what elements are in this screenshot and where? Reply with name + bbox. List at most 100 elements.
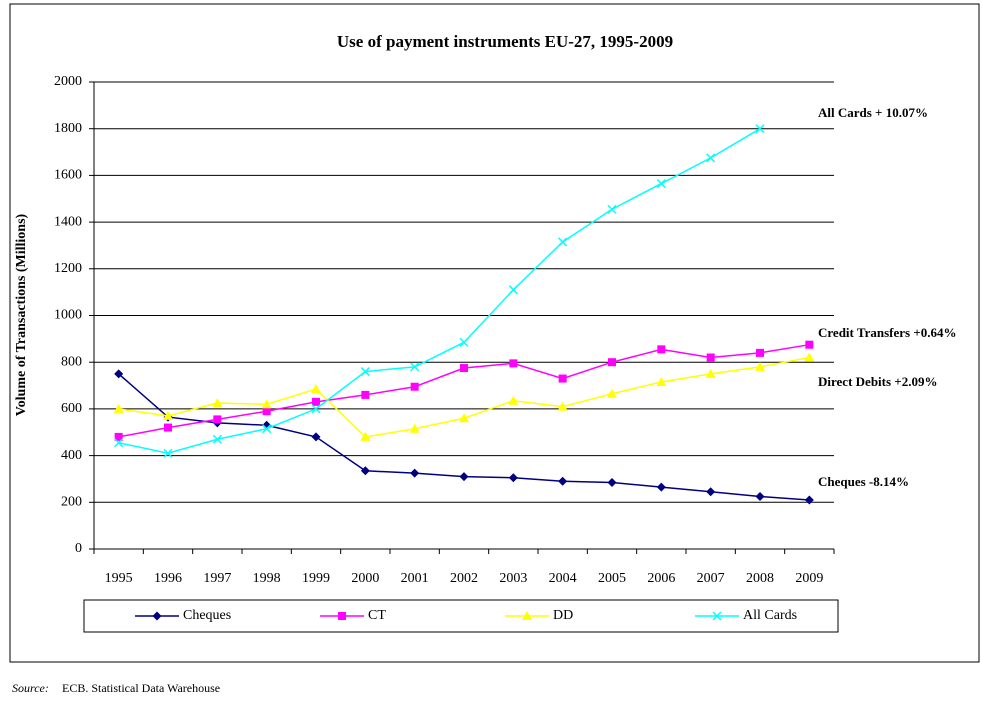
x-tick-label: 2007 bbox=[697, 571, 725, 586]
marker bbox=[262, 424, 272, 434]
legend-marker bbox=[152, 611, 162, 621]
y-tick-label: 600 bbox=[61, 401, 82, 416]
marker bbox=[805, 340, 814, 349]
y-tick-label: 1800 bbox=[54, 121, 82, 136]
annotation: All Cards + 10.07% bbox=[818, 105, 928, 120]
marker bbox=[459, 337, 469, 347]
marker bbox=[706, 353, 715, 362]
y-tick-label: 1600 bbox=[54, 168, 82, 183]
annotation: Direct Debits +2.09% bbox=[818, 374, 937, 389]
marker bbox=[163, 448, 173, 458]
legend-box bbox=[83, 599, 839, 633]
chart-title: Use of payment instruments EU-27, 1995-2… bbox=[337, 32, 673, 51]
marker bbox=[311, 384, 321, 394]
marker bbox=[558, 374, 567, 383]
marker bbox=[460, 364, 468, 373]
marker bbox=[164, 423, 172, 432]
marker bbox=[706, 153, 716, 163]
marker bbox=[410, 362, 420, 372]
marker bbox=[607, 477, 617, 487]
x-tick-label: 1997 bbox=[203, 571, 231, 586]
marker bbox=[212, 434, 222, 444]
x-tick-label: 2006 bbox=[647, 571, 675, 586]
marker bbox=[312, 397, 320, 406]
marker bbox=[607, 388, 617, 398]
marker bbox=[755, 491, 765, 501]
marker bbox=[114, 438, 124, 448]
marker bbox=[114, 432, 123, 441]
legend-marker bbox=[522, 611, 532, 620]
marker bbox=[459, 472, 469, 482]
marker bbox=[410, 468, 420, 478]
marker bbox=[212, 398, 223, 408]
series-line bbox=[118, 128, 761, 455]
marker bbox=[755, 124, 765, 134]
marker bbox=[114, 369, 124, 379]
legend-label: CT bbox=[368, 608, 386, 623]
marker bbox=[558, 476, 568, 486]
x-tick-label: 1996 bbox=[154, 571, 182, 586]
marker bbox=[557, 401, 568, 411]
marker bbox=[113, 403, 124, 413]
x-tick-label: 2003 bbox=[499, 571, 527, 586]
marker bbox=[459, 413, 469, 423]
source-text: ECB. Statistical Data Warehouse bbox=[62, 681, 220, 695]
marker bbox=[311, 432, 321, 442]
y-tick-label: 1000 bbox=[54, 308, 82, 323]
legend-label: All Cards bbox=[743, 608, 797, 623]
marker bbox=[261, 399, 272, 409]
marker bbox=[360, 466, 370, 476]
y-axis-label: Volume of Transactions (Millions) bbox=[14, 213, 29, 416]
marker bbox=[756, 348, 764, 357]
marker bbox=[508, 473, 518, 483]
marker bbox=[705, 368, 716, 378]
marker bbox=[558, 237, 568, 247]
legend-label: Cheques bbox=[183, 608, 231, 623]
x-tick-label: 1998 bbox=[253, 571, 281, 586]
y-tick-label: 400 bbox=[61, 448, 82, 463]
marker bbox=[656, 179, 666, 189]
annotation: Credit Transfers +0.64% bbox=[818, 325, 956, 340]
marker bbox=[360, 367, 370, 377]
marker bbox=[163, 410, 173, 420]
marker bbox=[755, 361, 765, 371]
marker bbox=[508, 395, 519, 405]
marker bbox=[361, 390, 370, 399]
legend-marker bbox=[338, 612, 346, 620]
marker bbox=[656, 482, 666, 492]
x-tick-label: 1995 bbox=[105, 571, 133, 586]
marker bbox=[409, 423, 420, 433]
x-tick-label: 2001 bbox=[401, 571, 429, 586]
x-tick-label: 1999 bbox=[302, 571, 330, 586]
y-tick-label: 200 bbox=[61, 495, 82, 510]
legend-marker bbox=[712, 611, 722, 621]
marker bbox=[311, 404, 321, 414]
y-tick-label: 1200 bbox=[54, 261, 82, 276]
marker bbox=[213, 415, 222, 424]
x-tick-label: 2000 bbox=[351, 571, 379, 586]
x-tick-label: 2005 bbox=[598, 571, 626, 586]
y-tick-label: 800 bbox=[61, 354, 82, 369]
marker bbox=[657, 345, 666, 354]
marker bbox=[804, 352, 815, 362]
marker bbox=[656, 377, 667, 387]
y-tick-label: 1400 bbox=[54, 214, 82, 229]
x-tick-label: 2004 bbox=[549, 571, 577, 586]
marker bbox=[706, 487, 716, 497]
marker bbox=[509, 359, 518, 368]
marker bbox=[410, 382, 419, 391]
x-tick-label: 2002 bbox=[450, 571, 478, 586]
marker bbox=[608, 358, 616, 367]
marker bbox=[262, 407, 271, 416]
legend-label: DD bbox=[553, 608, 573, 623]
annotation: Cheques -8.14% bbox=[818, 474, 909, 489]
chart-border bbox=[9, 3, 980, 663]
x-tick-label: 2009 bbox=[795, 571, 823, 586]
x-tick-label: 2008 bbox=[746, 571, 774, 586]
marker bbox=[607, 204, 617, 214]
marker bbox=[508, 285, 518, 295]
source-label: Source: bbox=[12, 681, 49, 695]
marker bbox=[804, 495, 814, 505]
marker bbox=[360, 431, 371, 441]
